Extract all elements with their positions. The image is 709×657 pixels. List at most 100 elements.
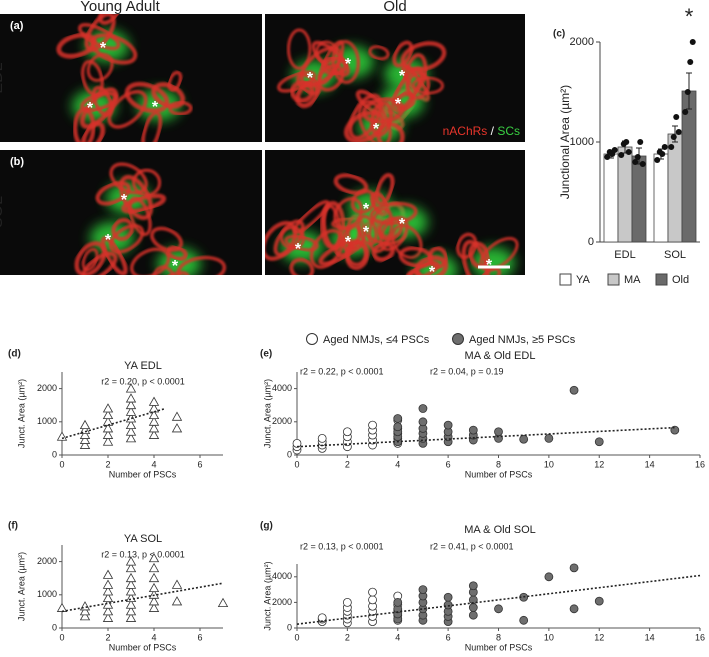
asterisk: * [295, 241, 302, 258]
bar [617, 146, 633, 243]
data-point [102, 606, 114, 616]
statistics: r2 = 0.13, p < 0.0001 [101, 549, 185, 559]
data-point [661, 144, 668, 150]
achr-signal [345, 239, 370, 271]
y-tick-label: 0 [52, 449, 57, 459]
y-axis-label: Junct. Area (µm²) [262, 379, 272, 448]
data-point [125, 599, 137, 609]
data-point [125, 586, 137, 596]
image-content: * * * * * [276, 28, 447, 142]
legend-swatch [559, 273, 572, 286]
asterisk: * [345, 234, 352, 251]
data-point [468, 581, 478, 591]
data-point [443, 592, 453, 602]
x-tick-label: 12 [594, 632, 604, 642]
data-point [494, 604, 503, 614]
panel-label: (g) [260, 521, 273, 532]
data-point [611, 147, 618, 153]
achr-signal [369, 201, 418, 226]
bar [667, 133, 683, 243]
achr-signal [292, 199, 330, 235]
asterisk: * [121, 192, 128, 209]
panel-label: (f) [8, 521, 18, 532]
y-axis-label: Junctional Area (µm²) [558, 85, 572, 199]
data-point [148, 403, 160, 413]
achr-signal [80, 91, 119, 113]
column-label: Old [383, 0, 406, 15]
data-point [292, 438, 302, 448]
data-point [148, 423, 160, 433]
asterisk: * [399, 216, 406, 233]
x-tick-label: 16 [695, 459, 705, 469]
bar [653, 153, 669, 243]
data-point [125, 406, 137, 416]
data-point [102, 423, 114, 433]
data-point [594, 596, 604, 606]
achr-signal [108, 224, 145, 254]
data-point [148, 562, 160, 573]
data-point [494, 427, 503, 437]
achr-signal [118, 174, 154, 221]
asterisk: * [172, 258, 179, 275]
data-point [670, 425, 680, 435]
legend-swatch [655, 273, 668, 286]
achr-signal [81, 251, 118, 275]
x-tick-label: 14 [645, 632, 655, 642]
legend-label: Aged NMJs, ≤4 PSCs [323, 334, 430, 346]
data-point [569, 563, 579, 573]
x-tick-label: 8 [496, 632, 501, 642]
achr-signal [109, 162, 148, 195]
x-axis-label: Number of PSCs [465, 469, 533, 479]
achr-signal [411, 76, 445, 95]
trendline [296, 426, 675, 448]
achr-signal [390, 66, 424, 113]
achr-signal [107, 89, 148, 129]
data-point [148, 416, 160, 426]
achr-signal [331, 39, 360, 84]
data-point [468, 425, 478, 435]
achr-signal [77, 22, 121, 51]
achr-signal [166, 245, 188, 262]
trendline [61, 407, 166, 440]
y-axis-label: Junct. Area (µm²) [16, 379, 26, 448]
data-point [594, 437, 604, 447]
x-tick-label: 2 [105, 459, 110, 469]
y-tick-label: 2000 [570, 36, 594, 48]
data-point [125, 393, 137, 403]
stain-label: nAChRs [443, 124, 491, 138]
data-point [342, 427, 352, 437]
achr-signal [132, 168, 162, 197]
data-point [675, 129, 682, 135]
image-content: * * * [74, 162, 227, 275]
data-point [171, 423, 183, 433]
achr-signal [416, 277, 449, 321]
data-point [673, 114, 680, 120]
y-tick-label: 0 [52, 622, 57, 632]
data-point [604, 154, 611, 160]
asterisk: * [345, 56, 352, 73]
micrograph: ******* [265, 150, 525, 321]
data-point [125, 419, 137, 430]
achr-signal [449, 274, 476, 275]
data-point [125, 612, 137, 622]
y-tick-label: 2000 [272, 416, 292, 426]
data-point [148, 396, 160, 406]
y-tick-label: 0 [287, 622, 292, 632]
x-tick-label: 4 [395, 459, 400, 469]
panel-label: (b) [10, 156, 24, 168]
x-tick-label: 2 [105, 632, 110, 642]
data-point [468, 603, 478, 612]
achr-signal [286, 28, 312, 70]
x-axis-label: Number of PSCs [109, 642, 177, 652]
achr-signal [361, 97, 405, 124]
x-tick-label: 10 [544, 459, 554, 469]
data-point [102, 409, 114, 420]
legend-label: MA [624, 274, 641, 286]
achr-signal [151, 82, 186, 109]
micrograph: * * * * * [265, 14, 525, 142]
data-point [443, 600, 453, 610]
data-point [632, 159, 639, 165]
significance: * [685, 4, 694, 29]
data-point [125, 556, 137, 566]
data-point [217, 597, 229, 607]
